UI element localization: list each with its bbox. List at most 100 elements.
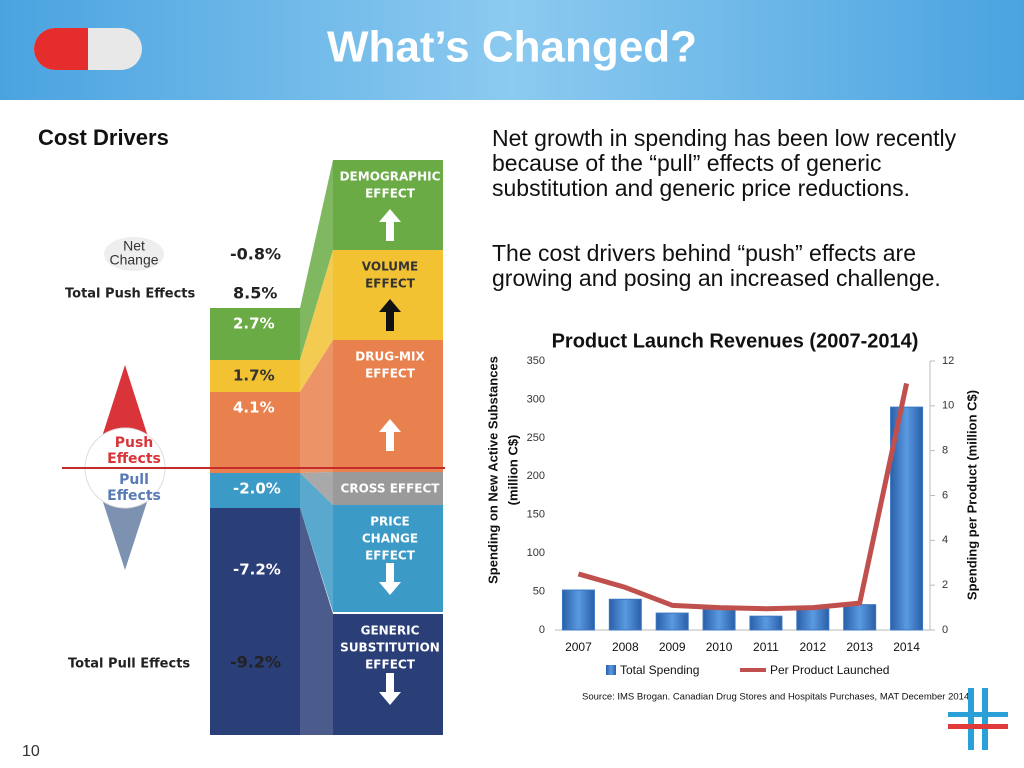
- net-change-label: Net: [123, 238, 145, 254]
- bar: [608, 598, 642, 631]
- connector: [300, 473, 333, 612]
- x-tick-label: 2008: [612, 640, 639, 654]
- y-tick-label: 200: [527, 470, 545, 482]
- arrow-icon: [379, 563, 401, 595]
- bar: [796, 607, 830, 631]
- y-tick-label: 50: [533, 585, 545, 597]
- x-tick-label: 2007: [565, 640, 592, 654]
- legend-swatch: [606, 665, 616, 675]
- chart: Product Launch Revenues (2007-2014) 0 50 10…: [485, 330, 979, 702]
- y-tick-label: 350: [527, 355, 545, 367]
- arrow-icon: [379, 299, 401, 331]
- effect-label: VOLUME: [362, 260, 418, 274]
- segment-label: 1.7%: [233, 367, 275, 385]
- x-tick-label: 2012: [799, 640, 826, 654]
- arrow-icon: [379, 419, 401, 451]
- bar: [843, 604, 877, 631]
- y2-tick-label: 8: [942, 445, 948, 457]
- text-block: Net growth in spending has been low rece…: [492, 125, 957, 291]
- pull-label: Effects: [107, 488, 161, 504]
- segment: [210, 308, 300, 360]
- effect-box: [333, 472, 443, 505]
- net-change-value: -0.8%: [230, 245, 281, 264]
- header-bar: [0, 0, 1024, 100]
- connector: [300, 250, 333, 392]
- y2-tick-label: 6: [942, 489, 948, 501]
- pill-icon: [34, 28, 142, 70]
- effect-label: EFFECT: [365, 277, 416, 291]
- effect-box: [333, 505, 443, 612]
- segment-label: -7.2%: [233, 561, 281, 579]
- segment: [210, 508, 300, 735]
- x-tick-label: 2010: [706, 640, 733, 654]
- bar: [749, 615, 783, 631]
- chart-title: Product Launch Revenues (2007-2014): [552, 330, 919, 352]
- effect-label: CHANGE: [362, 532, 418, 546]
- y2-tick-label: 0: [942, 624, 948, 636]
- source-note: Source: IMS Brogan. Canadian Drug Stores…: [582, 692, 969, 703]
- pull-label: Pull: [119, 472, 149, 488]
- y-axis-label: (million C$): [505, 435, 520, 506]
- effect-label: GENERIC: [361, 624, 420, 638]
- effect-label: DRUG-MIX: [355, 350, 425, 364]
- y-tick-label: 250: [527, 432, 545, 444]
- connector: [300, 340, 333, 473]
- x-tick-label: 2011: [753, 640, 779, 654]
- segment-label: -2.0%: [233, 480, 281, 498]
- pull-total-value: -9.2%: [230, 653, 281, 672]
- paragraph-line: The cost drivers behind “push” effects a…: [492, 240, 916, 266]
- paragraph-line: substitution and generic price reduction…: [492, 175, 910, 201]
- push-label: Effects: [107, 451, 161, 467]
- effect-label: PRICE: [370, 515, 410, 529]
- segment-label: 4.1%: [233, 399, 275, 417]
- segment: [210, 360, 300, 392]
- effect-label: DEMOGRAPHIC: [340, 170, 441, 184]
- y-tick-label: 150: [527, 509, 545, 521]
- connector: [300, 508, 333, 735]
- y2-axis-label: Spending per Product (million C$): [964, 390, 979, 600]
- connector: [300, 160, 333, 360]
- effect-label: EFFECT: [365, 367, 416, 381]
- effect-label: EFFECT: [365, 187, 416, 201]
- paragraph-line: because of the “pull” effects of generic: [492, 150, 882, 176]
- y2-tick-label: 12: [942, 355, 954, 367]
- push-total-value: 8.5%: [233, 284, 277, 303]
- paragraph-line: growing and posing an increased challeng…: [492, 265, 941, 291]
- segment: [210, 473, 300, 508]
- effect-label: SUBSTITUTION: [340, 641, 440, 655]
- y-tick-label: 0: [539, 624, 545, 636]
- line-series: [577, 382, 910, 612]
- y-tick-label: 300: [527, 393, 545, 405]
- y2-tick-label: 4: [942, 534, 948, 546]
- segment-label: 2.7%: [233, 315, 275, 333]
- bar: [655, 612, 689, 631]
- logo: [948, 688, 1008, 750]
- arrow-icon: [379, 673, 401, 705]
- segment: [210, 392, 300, 473]
- section-heading: Cost Drivers: [38, 125, 169, 150]
- x-tick-label: 2009: [659, 640, 686, 654]
- bar: [561, 589, 595, 631]
- net-change-label: Change: [109, 252, 158, 268]
- y2-tick-label: 2: [942, 579, 948, 591]
- legend-label: Per Product Launched: [770, 663, 889, 677]
- slide-number: 10: [22, 743, 40, 760]
- net-change-badge: [104, 237, 164, 271]
- push-label: Push: [115, 435, 154, 451]
- pull-total-label: Total Pull Effects: [68, 657, 190, 672]
- arrow-icon: [379, 209, 401, 241]
- paragraph-line: Net growth in spending has been low rece…: [492, 125, 957, 151]
- effect-label: EFFECT: [365, 549, 416, 563]
- y2-tick-label: 10: [942, 400, 954, 412]
- effect-label: EFFECT: [365, 658, 416, 672]
- infographic: 2.7% 1.7% 4.1% -2.0% -7.2% DEMOGRAPHIC EFFECT V…: [62, 160, 445, 735]
- x-tick-label: 2014: [893, 640, 920, 654]
- slide-title: What’s Changed?: [327, 23, 697, 72]
- effect-label: CROSS EFFECT: [341, 482, 441, 496]
- bar: [702, 608, 736, 631]
- legend-label: Total Spending: [620, 663, 699, 677]
- y-axis-label: Spending on New Active Substances: [485, 356, 500, 584]
- push-total-label: Total Push Effects: [65, 287, 195, 302]
